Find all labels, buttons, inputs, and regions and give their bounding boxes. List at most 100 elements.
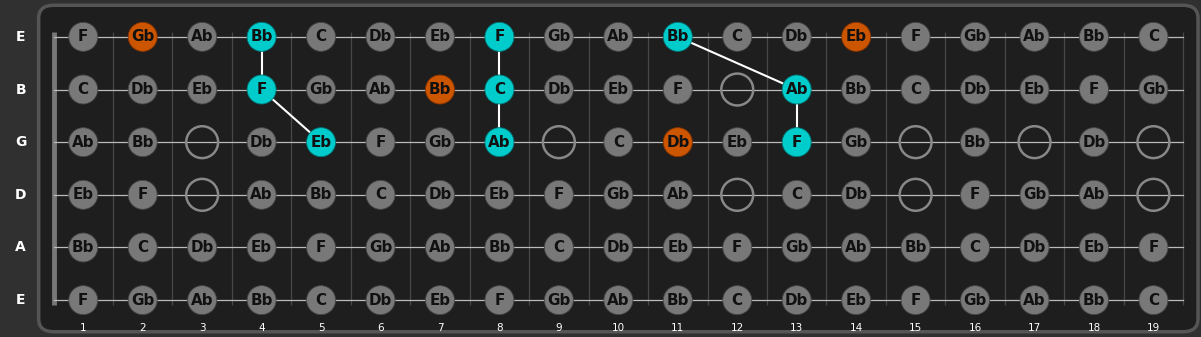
Text: Db: Db (667, 135, 689, 150)
Text: Ab: Ab (607, 293, 629, 308)
Ellipse shape (68, 180, 97, 209)
Text: Gb: Gb (785, 240, 808, 255)
Text: Eb: Eb (192, 82, 213, 97)
Text: Ab: Ab (488, 135, 510, 150)
Text: Eb: Eb (846, 293, 867, 308)
Ellipse shape (544, 22, 573, 51)
Text: F: F (910, 29, 921, 44)
Text: Db: Db (1082, 135, 1106, 150)
Text: Bb: Bb (1083, 29, 1105, 44)
Text: 7: 7 (437, 323, 443, 333)
Text: Eb: Eb (846, 29, 867, 44)
Ellipse shape (485, 128, 514, 157)
Ellipse shape (1020, 233, 1048, 262)
Text: Eb: Eb (251, 240, 273, 255)
Ellipse shape (544, 75, 573, 104)
Text: D: D (16, 188, 26, 202)
Text: 15: 15 (909, 323, 922, 333)
Ellipse shape (663, 180, 692, 209)
Ellipse shape (187, 75, 216, 104)
Ellipse shape (247, 128, 276, 157)
Text: 5: 5 (318, 323, 324, 333)
Text: F: F (257, 82, 267, 97)
Text: C: C (731, 29, 742, 44)
Ellipse shape (68, 22, 97, 51)
Text: Gb: Gb (131, 29, 154, 44)
Ellipse shape (782, 286, 811, 315)
Ellipse shape (129, 75, 157, 104)
Text: C: C (137, 240, 148, 255)
Text: Ab: Ab (1023, 29, 1046, 44)
Ellipse shape (723, 128, 752, 157)
Text: Bb: Bb (72, 240, 95, 255)
Ellipse shape (425, 22, 454, 51)
Ellipse shape (68, 286, 97, 315)
Text: C: C (910, 82, 921, 97)
Text: Bb: Bb (251, 293, 273, 308)
Text: F: F (970, 187, 980, 202)
Text: Gb: Gb (844, 135, 868, 150)
Text: Bb: Bb (846, 82, 867, 97)
Text: Db: Db (785, 29, 808, 44)
Ellipse shape (1020, 22, 1048, 51)
Text: F: F (554, 187, 564, 202)
Text: Eb: Eb (1083, 240, 1105, 255)
Ellipse shape (1139, 75, 1167, 104)
Text: Gb: Gb (1023, 187, 1046, 202)
Ellipse shape (187, 22, 216, 51)
Text: Gb: Gb (963, 29, 987, 44)
Ellipse shape (723, 233, 752, 262)
Text: 1: 1 (80, 323, 86, 333)
Text: Bb: Bb (904, 240, 927, 255)
Text: F: F (495, 293, 504, 308)
Ellipse shape (1139, 22, 1167, 51)
Ellipse shape (247, 286, 276, 315)
Text: Ab: Ab (785, 82, 808, 97)
Ellipse shape (247, 233, 276, 262)
Ellipse shape (306, 286, 335, 315)
Text: B: B (16, 83, 26, 96)
Text: C: C (791, 187, 802, 202)
Ellipse shape (663, 233, 692, 262)
Ellipse shape (723, 22, 752, 51)
Text: Bb: Bb (251, 29, 273, 44)
Ellipse shape (306, 128, 335, 157)
Text: Db: Db (369, 293, 393, 308)
Ellipse shape (663, 75, 692, 104)
Text: Eb: Eb (608, 82, 629, 97)
Text: F: F (78, 293, 89, 308)
Ellipse shape (1020, 286, 1048, 315)
Text: F: F (673, 82, 683, 97)
Ellipse shape (129, 180, 157, 209)
Ellipse shape (187, 233, 216, 262)
Text: Ab: Ab (72, 135, 95, 150)
Text: Ab: Ab (191, 29, 214, 44)
Text: Db: Db (607, 240, 631, 255)
Text: F: F (137, 187, 148, 202)
Text: C: C (494, 82, 504, 97)
Ellipse shape (425, 286, 454, 315)
Text: A: A (16, 241, 26, 254)
Text: Bb: Bb (964, 135, 986, 150)
Text: C: C (375, 187, 386, 202)
Text: 11: 11 (671, 323, 685, 333)
Ellipse shape (961, 286, 990, 315)
Text: Eb: Eb (73, 187, 94, 202)
Text: Bb: Bb (667, 293, 689, 308)
Text: C: C (316, 293, 327, 308)
Text: 10: 10 (611, 323, 625, 333)
Ellipse shape (544, 180, 573, 209)
Text: Ab: Ab (607, 29, 629, 44)
Ellipse shape (1080, 286, 1109, 315)
Ellipse shape (425, 233, 454, 262)
Ellipse shape (901, 22, 930, 51)
Text: F: F (791, 135, 802, 150)
Text: Eb: Eb (727, 135, 748, 150)
Text: Gb: Gb (548, 293, 570, 308)
Text: F: F (910, 293, 921, 308)
Ellipse shape (663, 286, 692, 315)
Text: 8: 8 (496, 323, 503, 333)
Ellipse shape (129, 233, 157, 262)
Ellipse shape (366, 128, 395, 157)
Ellipse shape (544, 286, 573, 315)
